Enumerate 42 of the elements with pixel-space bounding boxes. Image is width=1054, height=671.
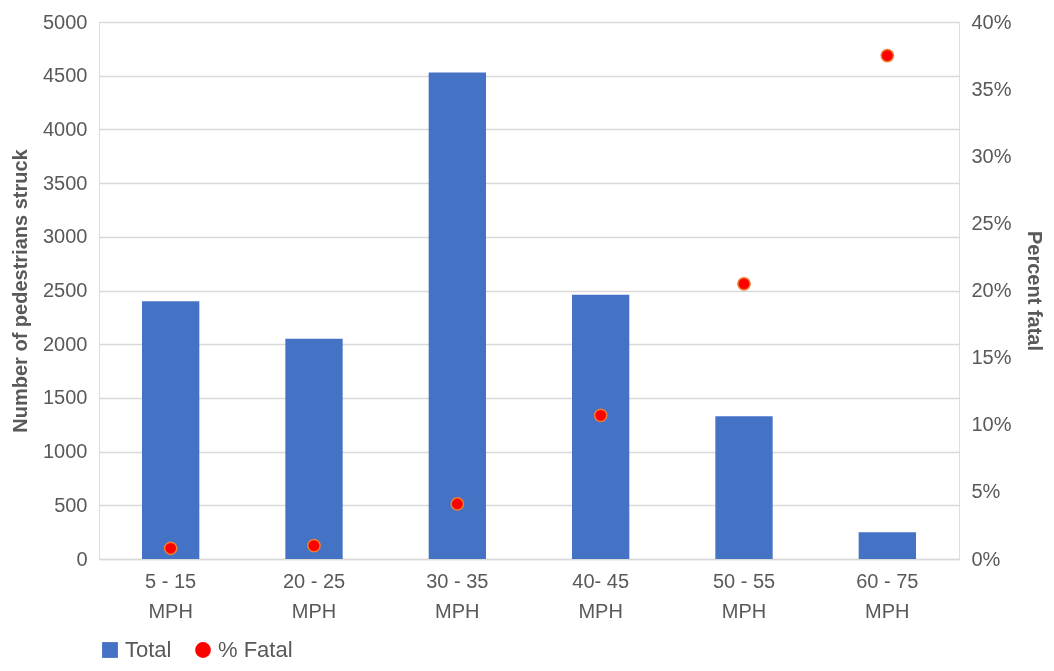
legend-label: % Fatal [218, 637, 293, 662]
point [880, 48, 895, 63]
x-tick-label: 20 - 25 MPH [282, 569, 346, 622]
y-tick-label: 4000 [43, 117, 88, 140]
bar [285, 338, 343, 559]
y-tick-label: 1000 [43, 440, 88, 463]
point [450, 497, 465, 511]
y2-tick-label: 40% [971, 10, 1012, 33]
y2-tick-label: 20% [971, 279, 1012, 301]
y2-tick-label: 5% [971, 480, 1001, 503]
y-tick-label: 5000 [43, 10, 88, 33]
point [307, 538, 321, 553]
bar [572, 294, 630, 559]
point [163, 541, 178, 556]
x-tick-label: 5 - 15 MPH [145, 569, 197, 622]
x-tick-label: 40- 45 MPH [572, 569, 630, 622]
y-tick-label: 4500 [43, 64, 88, 87]
y2-axis-title: Percent fatal [1023, 230, 1046, 352]
x-tick-label: 60 - 75 MPH [856, 569, 919, 622]
y-tick-label: 500 [54, 493, 88, 516]
y2-tick-label: 0% [971, 547, 1001, 570]
y2-tick-label: 35% [971, 77, 1012, 100]
y-axis-title: Number of pedestrians struck [9, 148, 32, 433]
point [737, 276, 751, 291]
y-tick-label: 3500 [43, 171, 88, 194]
bar [858, 532, 916, 559]
y-tick-label: 2500 [43, 279, 88, 301]
y-tick-label: 1500 [43, 386, 88, 409]
x-tick-label: 30 - 35 MPH [426, 569, 489, 622]
y-tick-label: 0 [76, 547, 88, 570]
x-tick-label: 50 - 55 MPH [712, 569, 776, 622]
y-tick-label: 2000 [43, 332, 88, 355]
y2-tick-label: 25% [971, 211, 1012, 234]
y2-tick-label: 15% [971, 346, 1012, 369]
bar [715, 416, 773, 559]
point [593, 408, 608, 423]
y2-tick-label: 10% [971, 413, 1012, 436]
y-tick-label: 3000 [43, 225, 88, 248]
y2-tick-label: 30% [971, 144, 1012, 167]
bar [428, 72, 486, 559]
legend-label: Total [125, 637, 172, 662]
bar [142, 301, 200, 559]
